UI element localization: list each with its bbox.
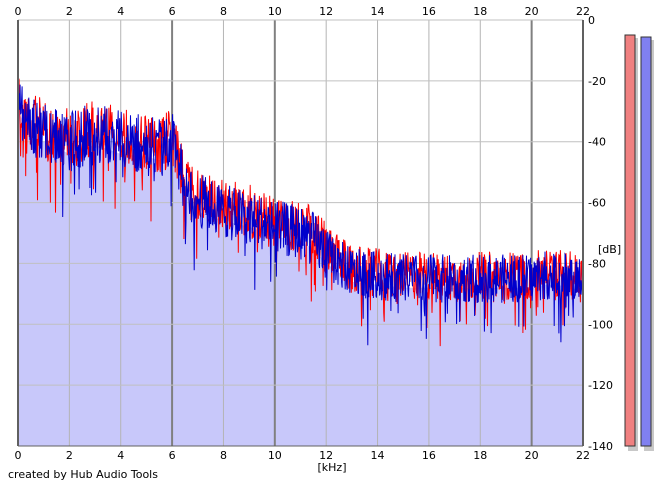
x-tick-label-top: 18 bbox=[473, 5, 487, 18]
x-tick-label-top: 20 bbox=[525, 5, 539, 18]
x-tick-label-bottom: 18 bbox=[473, 449, 487, 462]
level-meter-bar-2 bbox=[640, 36, 652, 447]
spectrum-fill-layer bbox=[18, 111, 583, 447]
x-tick-label-bottom: 10 bbox=[268, 449, 282, 462]
series-trace-2 bbox=[17, 84, 584, 346]
x-tick-label-top: 2 bbox=[66, 5, 73, 18]
credit-text: created by Hub Audio Tools bbox=[8, 468, 158, 481]
y-tick-label: -100 bbox=[588, 318, 613, 331]
y-tick-label: -20 bbox=[588, 75, 606, 88]
y-tick-label: -60 bbox=[588, 197, 606, 210]
y-tick-label: -120 bbox=[588, 379, 613, 392]
x-tick-label-top: 22 bbox=[576, 5, 590, 18]
x-axis-label: [kHz] bbox=[318, 461, 347, 474]
series-layer bbox=[17, 78, 584, 347]
x-tick-label-bottom: 6 bbox=[169, 449, 176, 462]
x-tick-label-bottom: 8 bbox=[220, 449, 227, 462]
spectrum-fill-area bbox=[18, 111, 583, 447]
x-tick-label-bottom: 0 bbox=[15, 449, 22, 462]
x-tick-label-bottom: 20 bbox=[525, 449, 539, 462]
x-tick-label-bottom: 14 bbox=[371, 449, 385, 462]
y-tick-label: -80 bbox=[588, 257, 606, 270]
x-tick-label-top: 10 bbox=[268, 5, 282, 18]
y-tick-label: -140 bbox=[588, 440, 613, 453]
x-tick-label-bottom: 22 bbox=[576, 449, 590, 462]
y-tick-label: 0 bbox=[588, 14, 595, 27]
x-tick-label-top: 14 bbox=[371, 5, 385, 18]
x-tick-label-top: 0 bbox=[15, 5, 22, 18]
x-tick-label-bottom: 16 bbox=[422, 449, 436, 462]
level-meter-bar-1 bbox=[624, 34, 636, 447]
level-meters bbox=[624, 34, 654, 451]
y-axis-label: [dB] bbox=[598, 243, 621, 256]
x-tick-label-top: 12 bbox=[319, 5, 333, 18]
x-tick-label-top: 4 bbox=[117, 5, 124, 18]
axes-layer: 002244668810101212141416161818202022220-… bbox=[15, 5, 613, 462]
x-tick-label-top: 16 bbox=[422, 5, 436, 18]
x-tick-label-top: 8 bbox=[220, 5, 227, 18]
x-tick-label-bottom: 2 bbox=[66, 449, 73, 462]
x-tick-label-bottom: 12 bbox=[319, 449, 333, 462]
x-tick-label-bottom: 4 bbox=[117, 449, 124, 462]
x-tick-label-top: 6 bbox=[169, 5, 176, 18]
y-tick-label: -40 bbox=[588, 136, 606, 149]
